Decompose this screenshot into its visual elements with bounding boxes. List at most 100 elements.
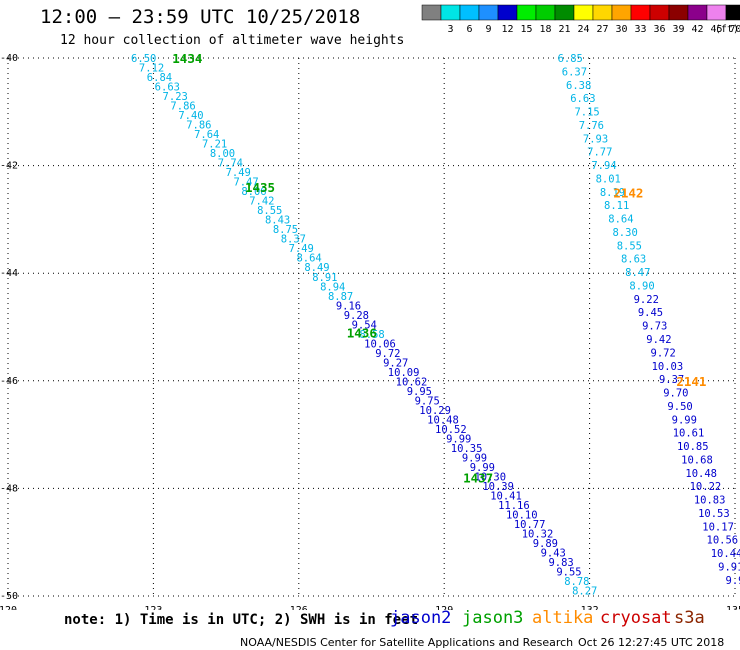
swh-value: 10.17 [702,521,734,533]
map-plot: 120 123 126 129 132 135 -40 -42 -44 -46 -48 -50 6.50… [0,51,740,610]
legend-label: 39 [672,24,684,35]
swh-value: 9.72 [651,347,676,359]
swh-value: 9.45 [638,307,663,319]
swh-value: 10.09 [388,367,420,379]
tick-label-lat: -46 [0,376,18,387]
swh-value: 8.49 [304,262,329,274]
swh-value: 6.38 [566,80,591,92]
swh-value: 9.95 [407,386,432,398]
legend-label: 18 [539,24,551,35]
swh-value: 8.43 [265,215,290,227]
swh-value: 8.94 [320,281,345,293]
tick-label-lat: -50 [0,591,18,602]
satellite-label-jason3: jason3 [462,608,524,628]
legend-label: 9 [485,24,491,35]
swh-value: 10.32 [522,529,554,541]
swh-value: 9.72 [375,348,400,360]
swh-value: 7.76 [579,120,604,132]
swh-value: 7.94 [591,160,616,172]
tick-label-lat: -44 [0,268,18,279]
swh-value: 6.84 [147,72,172,84]
swh-value: 7.86 [186,120,211,132]
swh-value: 9.22 [634,294,659,306]
swh-value: 10.39 [482,481,514,493]
tick-label-lon: 132 [581,605,599,610]
map-title: 12:00 — 23:59 UTC 10/25/2018 [40,6,361,28]
legend-label: 6 [466,24,472,35]
swh-value: 8.11 [604,200,629,212]
swh-value: 10.35 [451,443,483,455]
swh-value: 8.91 [312,272,337,284]
swh-value: 7.40 [178,110,203,122]
swh-value: 10.10 [506,510,538,522]
swh-value: 9.16 [336,300,361,312]
swh-value: 10.06 [364,338,396,350]
swh-value: 8.75 [273,224,298,236]
tick-label-lat: -40 [0,53,18,64]
tick-label-lon: 135 [726,605,740,610]
swh-value: 10.85 [677,441,709,453]
legend-label: 24 [577,24,589,35]
swh-value: 10.52 [435,424,467,436]
tick-label-lon: 120 [0,605,17,610]
satellite-label-jason2: jason2 [390,608,452,628]
legend-swatch [725,4,740,21]
satellite-label-altika: altika [532,608,594,628]
swh-value: 7.64 [194,129,219,141]
swh-value: 10.41 [490,491,522,503]
swh-value: 8.37 [281,234,306,246]
swh-value: 8.90 [629,280,654,292]
pass-time-label: 1436 [347,325,377,340]
swh-value: 9.43 [541,548,566,560]
swh-value: 9.50 [667,401,692,413]
legend-label: 27 [596,24,608,35]
swh-value: 10.44 [711,548,740,560]
swh-value: 8.78 [564,576,589,588]
swh-value: 8.47 [625,267,650,279]
swh-value: 10.48 [427,414,459,426]
swh-value: 7.77 [587,147,612,159]
swh-value: 10.68 [681,454,713,466]
swh-value: 7.74 [218,158,243,170]
swh-value: 8.00 [210,148,235,160]
swh-value: 9.54 [352,319,377,331]
swh-value: 8.19 [600,187,625,199]
swh-value: 6.63 [570,93,595,105]
swh-value: 9.9 [726,575,740,587]
swh-value: 7.42 [249,196,274,208]
map-subtitle: 12 hour collection of altimeter wave hei… [60,33,405,48]
swh-value: 6.85 [558,53,583,65]
pass-time-label: 2142 [613,186,643,201]
swh-value: 9.99 [446,433,471,445]
swh-value: 6.50 [131,53,156,65]
tick-label-lat: -42 [0,161,18,172]
tick-label-lon: 126 [290,605,308,610]
swh-value: 6.37 [562,66,587,78]
legend-label: 12 [501,24,513,35]
legend-label: 30 [615,24,627,35]
legend-label: 3 [447,24,453,35]
tick-label-lon: 129 [435,605,453,610]
legend-label: 21 [558,24,570,35]
swh-value: 8.27 [572,586,597,598]
swh-value: 8.55 [257,205,282,217]
swh-value: 10.53 [698,508,730,520]
swh-value: 11.16 [498,500,530,512]
swh-value: 10.29 [419,405,451,417]
swh-value: 8.87 [328,291,353,303]
legend-label: 33 [634,24,646,35]
swh-value: 8.55 [617,240,642,252]
swh-value: 9.73 [642,321,667,333]
tick-label-lon: 123 [144,605,162,610]
legend-label: 15 [520,24,532,35]
swh-value: 9.42 [646,334,671,346]
swh-value: 9.91 [718,561,740,573]
color-legend: 3 6 9 12 15 18 21 24 27 30 33 36 39 42 45 70(ft) [421,4,740,35]
swh-value: 9.99 [462,452,487,464]
swh-value: 10.03 [652,361,684,373]
swh-value: 8.01 [596,173,621,185]
swh-value: 9.83 [548,557,573,569]
pass-time-label: 1437 [463,471,493,486]
swh-value: 7.21 [202,139,227,151]
